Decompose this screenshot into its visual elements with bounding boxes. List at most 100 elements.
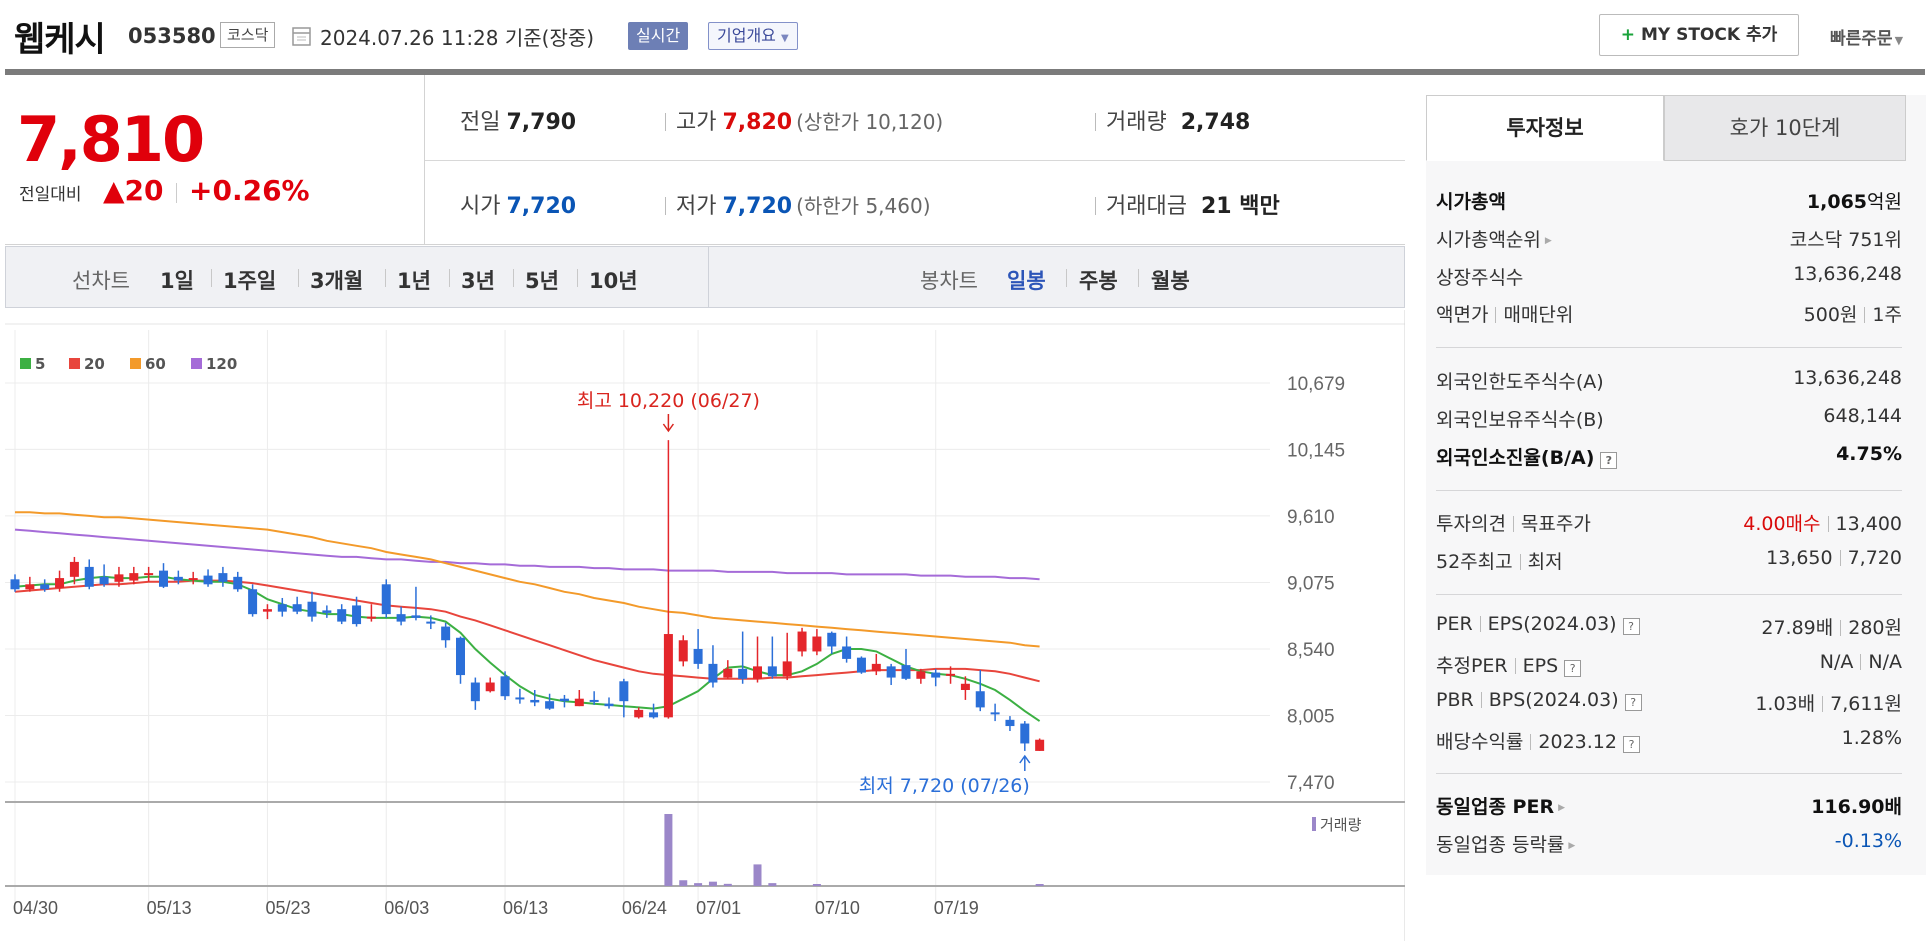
period-option-3y[interactable]: 3년 [461,269,495,293]
divider [1827,516,1829,532]
divider [1495,307,1497,323]
help-icon[interactable]: ? [1564,660,1582,677]
header-divider [5,69,1925,75]
row-value: 13,636,248 [1793,263,1902,285]
x-tick-label: 07/10 [815,898,860,918]
legend-swatch [20,358,31,369]
divider [1822,696,1824,712]
candle-body [782,661,792,677]
add-my-stock-button[interactable]: + MY STOCK 추가 [1599,14,1799,56]
candle-body [960,683,970,690]
divider [665,113,666,131]
candlestick-chart-svg[interactable]: 10,679 10,145 9,610 9,075 8,540 8,005 7,470 5 20… [0,310,1405,941]
divider [1864,307,1866,323]
unit-value: 1주 [1872,304,1902,326]
period-option-3m[interactable]: 3개월 [310,269,364,293]
y-tick-label: 10,145 [1287,440,1345,461]
candle-body [723,668,733,678]
divider [1436,347,1902,348]
row-pbr: PBR BPS(2024.03)? 1.03배 7,611원 [1436,689,1902,719]
row-value: 13,650 7,720 [1766,547,1902,569]
candle-option-daily[interactable]: 일봉 [1007,269,1046,293]
opinion-label: 투자의견 [1436,513,1506,535]
realtime-button[interactable]: 실시간 [628,22,689,50]
help-icon[interactable]: ? [1622,736,1640,753]
per-label: PER [1436,613,1473,635]
y-tick-label: 10,679 [1287,374,1345,395]
x-tick-label: 05/13 [147,898,192,918]
row-label: 투자의견 목표주가 [1436,509,1591,536]
row-value: 1.03배 7,611원 [1755,689,1902,716]
x-tick-label: 04/30 [13,898,58,918]
help-icon[interactable]: ? [1624,694,1642,711]
candle-body [931,672,941,678]
candle-body [916,671,926,679]
divider [385,269,386,287]
candle-body [441,626,451,641]
tab-investment-info[interactable]: 투자정보 [1426,95,1664,161]
par-label: 액면가 [1436,304,1489,326]
change-label: 전일대비 [19,185,82,205]
row-estimated-per: 추정PER EPS? N/A N/A [1436,651,1902,681]
company-overview-dropdown[interactable]: 기업개요 ▼ [708,22,798,50]
row-value: 4.00매수 13,400 [1743,509,1902,536]
row-label: 시가총액순위 ▶ [1436,225,1552,252]
candle-body [10,579,20,590]
tab-order-book[interactable]: 호가 10단계 [1664,95,1906,161]
x-tick-label: 07/19 [934,898,979,918]
quick-order-dropdown[interactable]: 빠른주문 ▼ [1830,24,1903,49]
candle-body [25,584,35,590]
y-tick-label: 9,075 [1287,573,1335,594]
row-label: 상장주식수 [1436,267,1524,289]
period-option-1w[interactable]: 1주일 [223,269,277,293]
legend-swatch [69,358,80,369]
high-annotation: 최고 10,220 (06/27) [577,390,760,412]
period-option-10y[interactable]: 10년 [589,269,638,293]
row-value: -0.13% [1834,830,1902,852]
row-industry-per[interactable]: 동일업종 PER ▶ 116.90배 [1436,792,1902,822]
help-icon[interactable]: ? [1600,452,1618,469]
divider [1480,692,1482,708]
period-option-5y[interactable]: 5년 [525,269,559,293]
x-tick-label: 07/01 [696,898,741,918]
candle-body [144,573,154,576]
period-option-1y[interactable]: 1년 [397,269,431,293]
bps-value: 7,611원 [1830,693,1902,715]
candle-body [753,666,762,679]
help-icon[interactable]: ? [1622,618,1640,635]
candle-body [411,615,421,618]
candle-body [559,698,569,702]
candle-body [1005,719,1015,727]
divider [1512,516,1514,532]
candle-body [159,570,168,587]
volume-bar [679,880,688,886]
y-tick-label: 7,470 [1287,773,1335,794]
volume-bar [753,864,762,886]
stat-value: 7,720 [722,194,793,219]
candle-body [767,666,777,677]
row-industry-change[interactable]: 동일업종 등락률 ▶ -0.13% [1436,830,1902,860]
caret-down-icon: ▼ [1894,34,1904,47]
candle-chart-label: 봉차트 [920,269,978,293]
row-value: 1.28% [1841,727,1902,749]
divider [1839,550,1841,566]
candle-option-monthly[interactable]: 월봉 [1151,269,1190,293]
row-market-cap-rank[interactable]: 시가총액순위 ▶ 코스닥 751위 [1436,225,1902,255]
row-per: PER EPS(2024.03)? 27.89배 280원 [1436,613,1902,643]
row-value: 116.90배 [1811,796,1902,818]
x-tick-label: 06/24 [622,898,667,918]
candle-body [233,576,243,590]
row-value: 4.75% [1836,443,1902,465]
stock-chart[interactable]: 10,679 10,145 9,610 9,075 8,540 8,005 7,470 5 20… [0,310,1405,941]
divider [211,269,212,287]
candle-body [678,640,688,662]
candle-body [886,666,896,678]
candle-body [1035,739,1045,751]
volume-legend-swatch [1312,817,1316,831]
y-tick-label: 8,540 [1287,640,1335,661]
candle-option-weekly[interactable]: 주봉 [1079,269,1118,293]
candle-body [173,576,183,581]
volume-bar [812,884,821,886]
period-option-1d[interactable]: 1일 [160,269,194,293]
eps-value: 280원 [1848,617,1902,639]
